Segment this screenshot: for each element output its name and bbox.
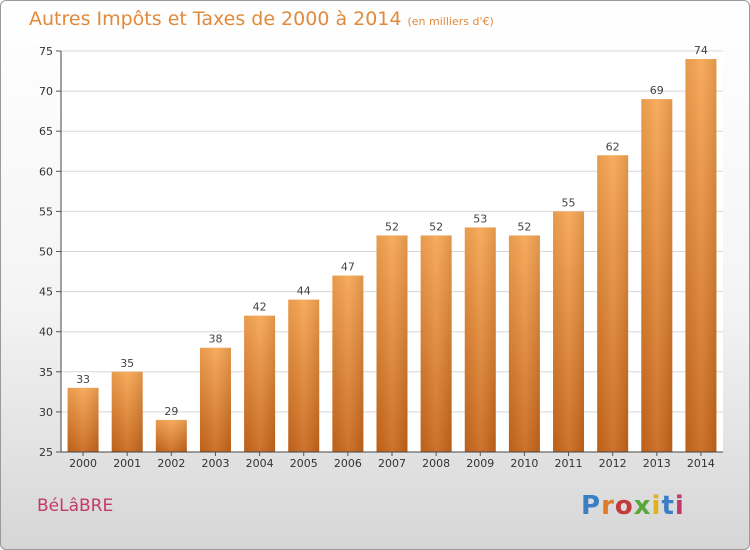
x-tick-label-2005: 2005 (290, 457, 318, 470)
value-label-2002: 29 (164, 405, 178, 418)
x-tick-label-2007: 2007 (378, 457, 406, 470)
bar-shade-2014 (685, 59, 717, 453)
bar-shade-2006 (332, 275, 364, 452)
bar-shade-2013 (641, 99, 673, 453)
value-label-2012: 62 (606, 140, 620, 153)
logo-letter: i (674, 491, 685, 521)
y-tick-label: 40 (39, 326, 53, 339)
bar-shade-2003 (199, 347, 231, 452)
title-text: Autres Impôts et Taxes de 2000 à 2014 (29, 8, 402, 30)
logo-letter: i (651, 491, 662, 521)
x-tick-label-2009: 2009 (466, 457, 494, 470)
proxiti-logo: Proxiti (581, 491, 685, 521)
value-label-2010: 52 (517, 220, 531, 233)
bar-shade-2005 (288, 299, 320, 452)
bar-shade-2001 (111, 371, 143, 452)
logo-letter: o (614, 491, 634, 521)
logo-letter: t (661, 491, 675, 521)
bar-shade-2008 (420, 235, 452, 452)
x-tick-label-2006: 2006 (334, 457, 362, 470)
y-tick-label: 65 (39, 125, 53, 138)
y-tick-label: 25 (39, 446, 53, 459)
y-tick-label: 30 (39, 406, 53, 419)
y-tick-label: 55 (39, 205, 53, 218)
y-tick-label: 70 (39, 85, 53, 98)
bar-shade-2012 (597, 155, 629, 452)
value-label-2003: 38 (208, 333, 222, 346)
unit-note: (en milliers d'€) (407, 15, 494, 28)
x-tick-label-2000: 2000 (69, 457, 97, 470)
y-tick-label: 75 (39, 45, 53, 58)
bar-shade-2004 (244, 315, 276, 452)
x-tick-label-2013: 2013 (643, 457, 671, 470)
x-tick-label-2012: 2012 (599, 457, 627, 470)
value-label-2008: 52 (429, 220, 443, 233)
x-tick-label-2011: 2011 (555, 457, 583, 470)
bar-shade-2000 (67, 387, 99, 452)
x-tick-label-2010: 2010 (510, 457, 538, 470)
chart-title: Autres Impôts et Taxes de 2000 à 2014 (en… (29, 8, 494, 30)
logo-letter: x (633, 491, 652, 521)
bar-shade-2009 (464, 227, 496, 452)
x-tick-label-2014: 2014 (687, 457, 715, 470)
value-label-2004: 42 (253, 301, 267, 314)
value-label-2011: 55 (562, 196, 576, 209)
value-label-2013: 69 (650, 84, 664, 97)
value-label-2014: 74 (694, 44, 708, 57)
x-tick-label-2002: 2002 (157, 457, 185, 470)
x-tick-label-2001: 2001 (113, 457, 141, 470)
x-tick-label-2003: 2003 (201, 457, 229, 470)
bar-shade-2007 (376, 235, 408, 452)
x-tick-label-2008: 2008 (422, 457, 450, 470)
value-label-2007: 52 (385, 220, 399, 233)
value-label-2005: 44 (297, 285, 311, 298)
bar-shade-2010 (508, 235, 540, 452)
y-tick-label: 45 (39, 286, 53, 299)
logo-letter: P (581, 491, 602, 521)
value-label-2001: 35 (120, 357, 134, 370)
y-tick-label: 50 (39, 246, 53, 259)
bar-shade-2011 (553, 211, 585, 452)
value-label-2000: 33 (76, 373, 90, 386)
town-name: BéLâBRE (37, 496, 114, 516)
x-tick-label-2004: 2004 (246, 457, 274, 470)
value-label-2009: 53 (473, 212, 487, 225)
y-tick-label: 60 (39, 165, 53, 178)
y-tick-label: 35 (39, 366, 53, 379)
logo-letter: r (601, 491, 615, 521)
value-label-2006: 47 (341, 261, 355, 274)
bar-shade-2002 (155, 419, 187, 452)
